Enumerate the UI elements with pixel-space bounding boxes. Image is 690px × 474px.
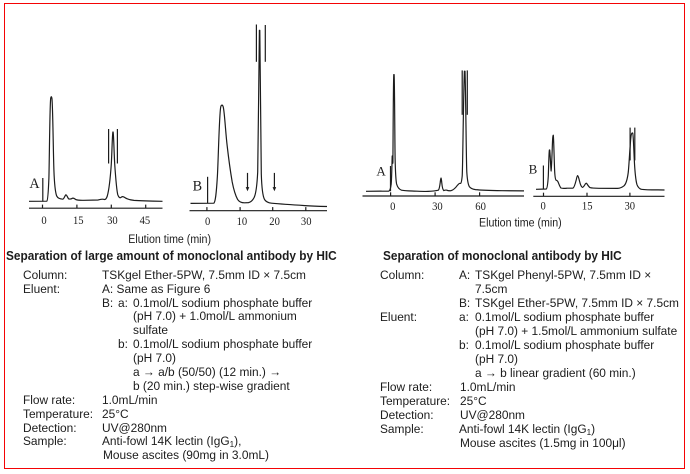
- svg-text:15: 15: [73, 213, 84, 227]
- svg-text:0: 0: [41, 213, 46, 227]
- svg-text:0: 0: [541, 198, 546, 212]
- svg-text:30: 30: [432, 199, 443, 213]
- svg-text:15: 15: [582, 198, 593, 212]
- svg-text:A: A: [376, 164, 386, 179]
- svg-text:Elution time (min): Elution time (min): [479, 216, 562, 230]
- svg-text:60: 60: [475, 199, 486, 213]
- svg-text:0: 0: [205, 214, 210, 228]
- svg-text:30: 30: [107, 213, 118, 227]
- svg-text:B: B: [193, 178, 202, 194]
- svg-text:20: 20: [269, 214, 280, 228]
- svg-text:30: 30: [301, 214, 312, 228]
- svg-text:30: 30: [625, 198, 636, 212]
- svg-text:Elution time (min): Elution time (min): [128, 232, 211, 246]
- svg-text:A: A: [29, 176, 40, 192]
- svg-text:45: 45: [140, 213, 151, 227]
- svg-text:0: 0: [390, 199, 395, 213]
- svg-text:B: B: [529, 162, 538, 177]
- svg-text:10: 10: [237, 214, 248, 228]
